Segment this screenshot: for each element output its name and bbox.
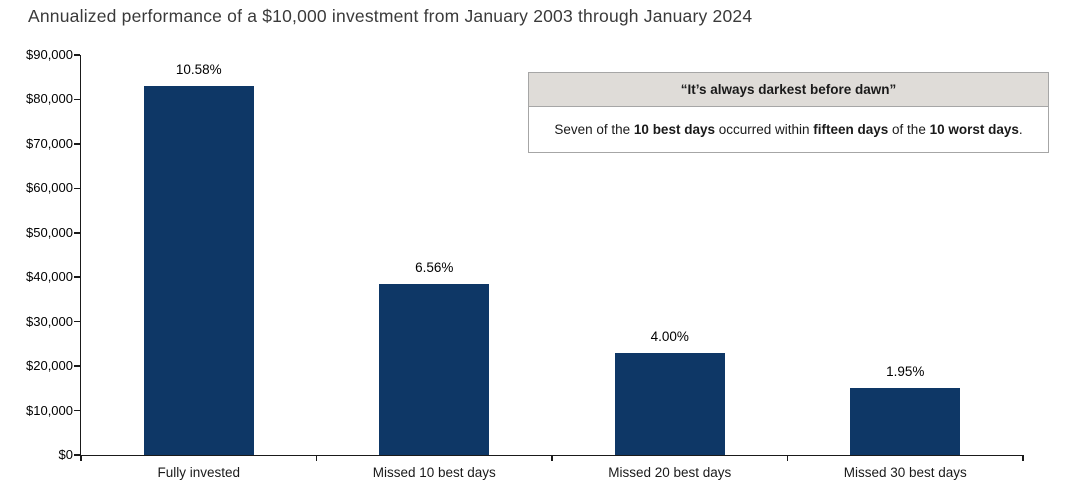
y-axis-label: $10,000 xyxy=(26,402,73,418)
bar-value-label: 4.00% xyxy=(650,328,689,344)
y-axis-tick xyxy=(73,276,80,278)
y-axis-label: $20,000 xyxy=(26,358,73,374)
bar-value-label: 6.56% xyxy=(415,259,454,275)
y-axis-tick xyxy=(73,187,80,190)
y-axis-tick xyxy=(73,143,80,145)
bar xyxy=(379,283,490,455)
x-axis-category-label: Missed 20 best days xyxy=(608,465,732,480)
bar-value-label: 1.95% xyxy=(886,364,925,380)
y-axis-tick xyxy=(73,409,80,412)
y-axis-label: $40,000 xyxy=(26,269,73,285)
bar xyxy=(143,86,254,455)
chart-title: Annualized performance of a $10,000 inve… xyxy=(28,6,753,26)
y-axis-tick xyxy=(73,54,80,56)
y-axis-tick xyxy=(73,98,80,101)
y-axis-label: $50,000 xyxy=(26,224,73,240)
x-axis-tick xyxy=(80,455,82,461)
x-axis-tick xyxy=(551,455,553,461)
callout-box: “It’s always darkest before dawn” Seven … xyxy=(528,72,1049,153)
y-axis-label: $70,000 xyxy=(26,135,73,151)
y-axis-tick xyxy=(73,454,80,456)
y-axis-label: $90,000 xyxy=(26,47,73,62)
x-axis-category-label: Fully invested xyxy=(157,465,241,480)
y-axis-label: $30,000 xyxy=(26,313,73,329)
plot-area: $0 $10,000 $20,000 $30,000 $40,000 $50,000 $60… xyxy=(26,47,1024,480)
x-axis-category-label: Missed 10 best days xyxy=(372,465,496,480)
y-axis-label: $80,000 xyxy=(26,91,73,107)
callout-body: Seven of the 10 best days occurred withi… xyxy=(554,122,1023,137)
y-axis-tick xyxy=(73,232,80,234)
y-axis-tick xyxy=(73,320,80,323)
bar xyxy=(850,388,961,455)
y-axis-tick xyxy=(73,365,80,367)
bar-value-label: 10.58% xyxy=(175,62,222,78)
x-axis-category-label: Missed 30 best days xyxy=(843,465,967,480)
y-axis-label: $60,000 xyxy=(26,180,73,196)
callout-header: “It’s always darkest before dawn” xyxy=(529,73,1048,107)
x-axis-tick xyxy=(1022,455,1024,461)
x-axis-tick xyxy=(315,455,318,461)
x-axis-tick xyxy=(786,455,789,461)
y-axis-label: $0 xyxy=(58,447,73,462)
bar xyxy=(614,352,725,455)
